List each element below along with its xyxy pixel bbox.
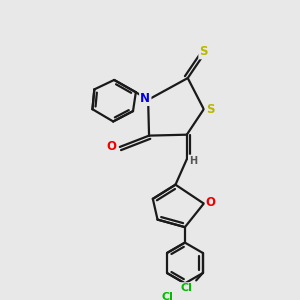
Text: S: S <box>206 103 214 116</box>
Text: Cl: Cl <box>180 283 192 293</box>
Text: N: N <box>140 92 150 105</box>
Text: O: O <box>206 196 216 208</box>
Text: O: O <box>106 140 116 153</box>
Text: H: H <box>189 156 197 166</box>
Text: Cl: Cl <box>162 292 174 300</box>
Text: S: S <box>200 45 208 58</box>
